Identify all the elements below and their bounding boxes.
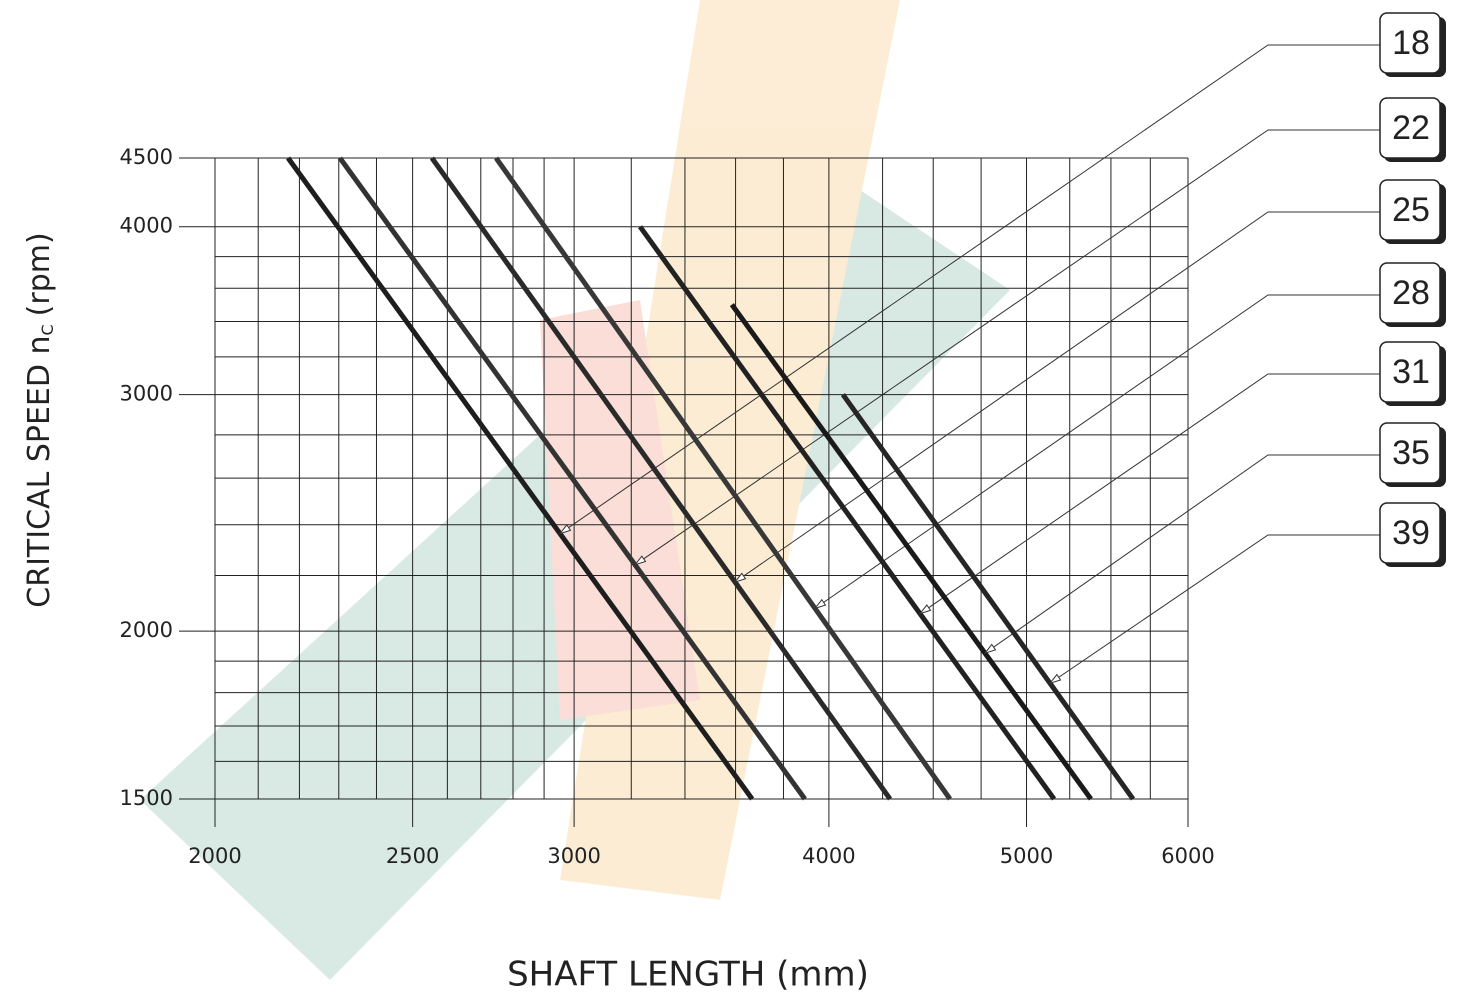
legend-label: 18 — [1392, 24, 1430, 62]
x-tick-label: 5000 — [1000, 844, 1053, 868]
label-box — [1379, 12, 1441, 74]
arrow-head — [813, 598, 827, 610]
legend-label: 39 — [1392, 514, 1430, 552]
leader-line — [559, 44, 1380, 535]
arrow-head — [918, 604, 932, 615]
legend-label: 31 — [1392, 353, 1430, 391]
y-tick-label: 4500 — [120, 145, 173, 169]
watermark — [140, 0, 1010, 980]
series-line — [286, 156, 755, 801]
legend-label: 35 — [1392, 434, 1430, 472]
series-line — [729, 303, 1093, 801]
x-tick-label: 2000 — [188, 844, 241, 868]
legend-label: 25 — [1392, 191, 1430, 229]
leader-line — [984, 454, 1380, 654]
x-axis-label: SHAFT LENGTH (mm) — [507, 955, 869, 995]
leader-line — [919, 373, 1380, 615]
leader-line — [734, 211, 1380, 583]
label-box — [1379, 179, 1441, 241]
series-line — [494, 156, 953, 801]
leader-line — [1049, 534, 1380, 684]
y-tick-label: 3000 — [120, 382, 173, 406]
series-line — [429, 156, 893, 801]
arrow-head — [633, 555, 647, 566]
x-tick-label: 4000 — [802, 844, 855, 868]
x-tick-label: 3000 — [547, 844, 600, 868]
y-axis-label: CRITICAL SPEED nC (rpm) — [22, 232, 57, 607]
leader-line — [814, 294, 1380, 609]
leader-line — [634, 129, 1380, 566]
x-tick-label: 2500 — [386, 844, 439, 868]
label-box — [1379, 97, 1441, 159]
legend-label: 28 — [1392, 274, 1430, 312]
label-box — [1379, 422, 1441, 484]
label-box — [1379, 262, 1441, 324]
y-label-unit: (rpm) — [22, 232, 57, 316]
y-tick-label: 2000 — [120, 618, 173, 642]
y-tick-label: 4000 — [120, 214, 173, 238]
arrow-head — [1048, 673, 1062, 685]
y-label-main: CRITICAL SPEED n — [22, 335, 57, 607]
arrow-head — [558, 524, 572, 535]
x-tick-label: 6000 — [1161, 844, 1214, 868]
legend-label: 22 — [1392, 109, 1430, 147]
y-tick-label: 1500 — [120, 786, 173, 810]
series-line — [638, 225, 1057, 801]
label-box — [1379, 341, 1441, 403]
series-line — [337, 156, 807, 801]
y-label-sub: C — [38, 324, 57, 335]
series-line — [840, 393, 1136, 801]
label-box — [1379, 502, 1441, 564]
arrow-head — [733, 572, 747, 584]
arrow-head — [983, 643, 997, 655]
